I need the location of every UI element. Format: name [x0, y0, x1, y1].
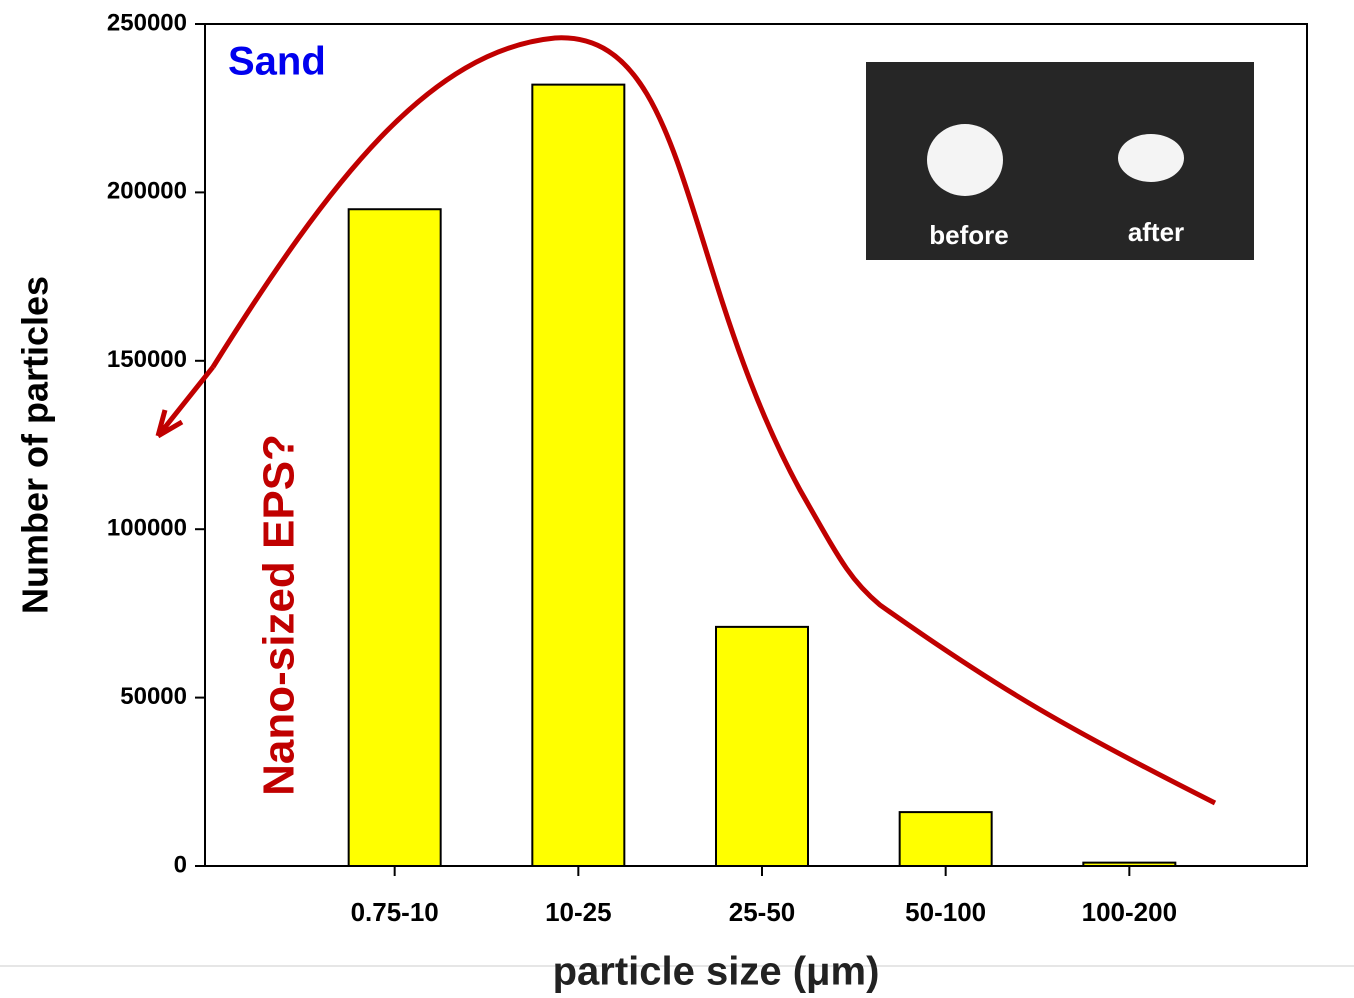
chart: Number of particles particle size (μm) S… — [0, 0, 1354, 998]
x-tick-label: 0.75-10 — [351, 897, 439, 927]
sample-before — [927, 124, 1003, 196]
y-tick-label: 100000 — [107, 515, 187, 542]
x-tick-label: 10-25 — [545, 897, 612, 927]
y-tick-label: 0 — [174, 851, 187, 878]
y-axis-title: Number of particles — [15, 276, 56, 614]
y-tick-label: 250000 — [107, 9, 187, 36]
page: {"chart_data": {"type": "bar", "categori… — [0, 0, 1354, 998]
after-label: after — [1128, 217, 1184, 247]
sand-label: Sand — [228, 40, 326, 84]
y-tick-label: 150000 — [107, 346, 187, 373]
bar — [716, 627, 808, 866]
inset-photo: before after — [866, 62, 1254, 260]
y-tick-label: 50000 — [120, 683, 187, 710]
photo-bg — [866, 62, 1254, 260]
sample-after — [1118, 134, 1184, 182]
x-tick-label: 50-100 — [905, 897, 986, 927]
x-tick-label: 100-200 — [1082, 897, 1177, 927]
x-axis-title: particle size (μm) — [553, 950, 880, 994]
x-tick-label: 25-50 — [729, 897, 796, 927]
bar — [349, 209, 441, 866]
nano-label: Nano-sized EPS? — [255, 434, 304, 796]
bar — [532, 85, 624, 866]
bar — [900, 812, 992, 866]
y-tick-label: 200000 — [107, 178, 187, 205]
bar — [1083, 863, 1175, 866]
before-label: before — [929, 220, 1008, 250]
